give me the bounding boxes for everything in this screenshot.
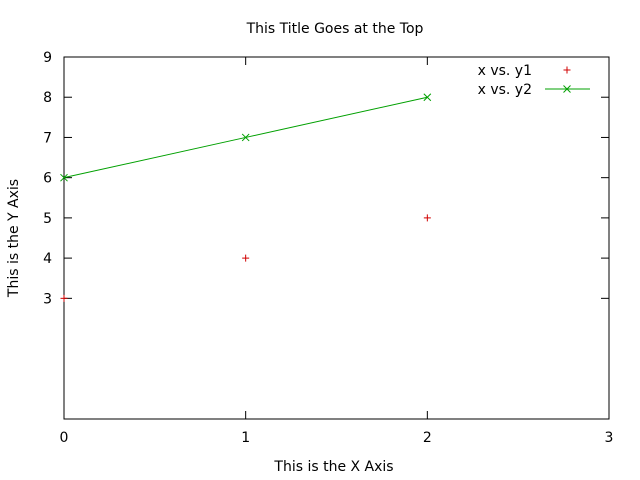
- x-tick-label: 2: [423, 430, 432, 446]
- x-tick-label: 3: [605, 430, 614, 446]
- series-1: [60, 214, 431, 302]
- y-tick-label: 6: [43, 171, 52, 187]
- legend: x vs. y1 x vs. y2: [478, 63, 590, 98]
- y-tick-label: 5: [43, 211, 52, 227]
- x-tick-label: 0: [60, 430, 69, 446]
- legend-entry: x vs. y2: [478, 82, 590, 98]
- data-point: [423, 93, 432, 102]
- plot-series: [60, 93, 432, 302]
- legend-label: x vs. y2: [478, 82, 532, 98]
- x-axis: 0 1 2 3: [60, 57, 614, 446]
- series-2: [60, 93, 432, 182]
- x-axis-label: This is the X Axis: [273, 459, 393, 475]
- y-tick-label: 3: [43, 291, 52, 307]
- legend-marker: [563, 85, 571, 93]
- x-tick-label: 1: [241, 430, 250, 446]
- legend-entry: x vs. y1: [478, 63, 571, 79]
- y-tick-label: 8: [43, 90, 52, 106]
- y-axis: 3 4 5 6 7 8 9: [43, 50, 609, 307]
- legend-label: x vs. y1: [478, 63, 532, 79]
- plot-frame: [63, 56, 610, 420]
- data-point: [60, 294, 68, 302]
- y-tick-label: 7: [43, 130, 52, 146]
- y-axis-label: This is the Y Axis: [6, 179, 22, 298]
- data-point: [241, 133, 250, 142]
- data-point: [242, 254, 250, 262]
- legend-marker: [563, 66, 571, 74]
- data-point: [60, 173, 68, 182]
- chart-title: This Title Goes at the Top: [246, 21, 424, 37]
- data-point: [423, 214, 431, 222]
- y-tick-label: 4: [43, 251, 52, 267]
- y-tick-label: 9: [43, 50, 52, 66]
